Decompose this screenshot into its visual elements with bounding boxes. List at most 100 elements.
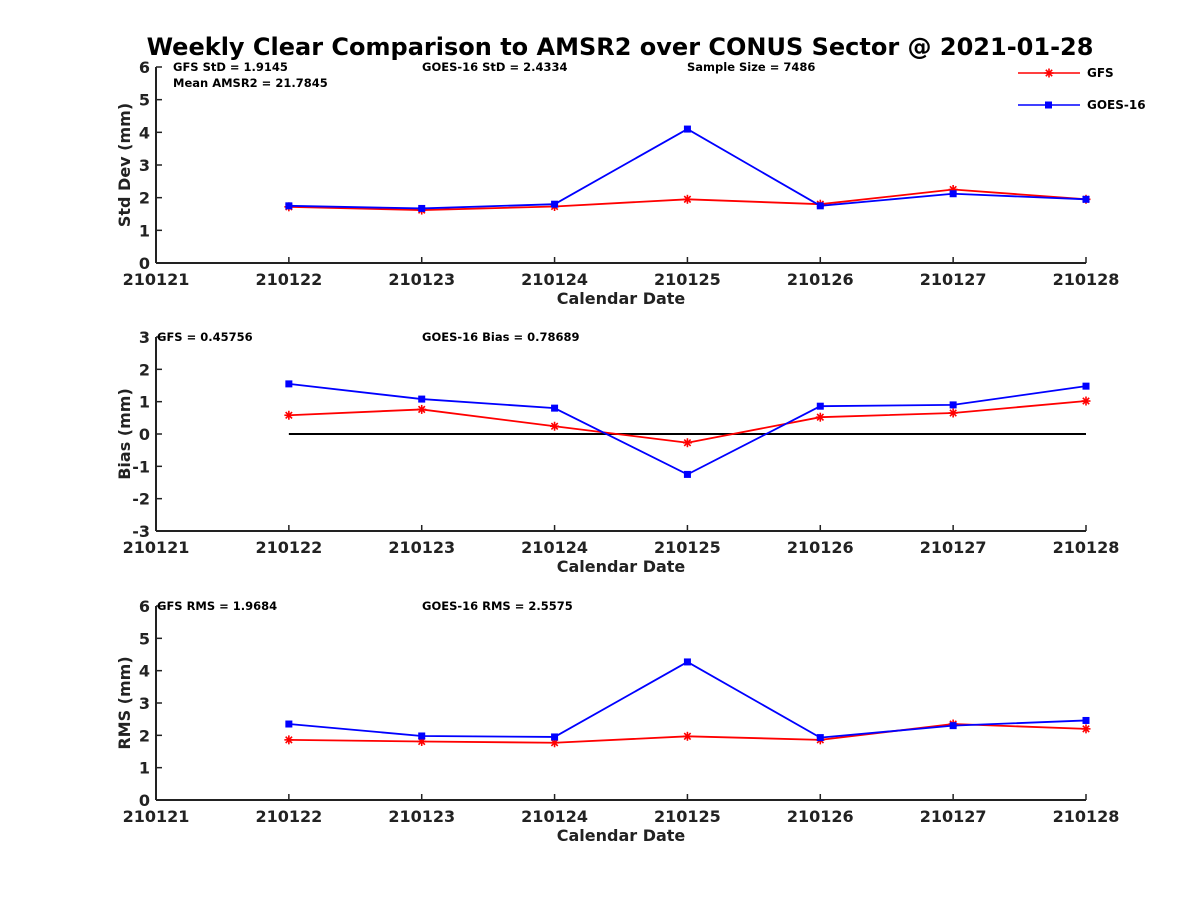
bias-y-axis-label: Bias (mm) [115,388,134,480]
stddev-x-tick-label: 210123 [388,270,455,289]
bias-goes16-point [949,401,957,409]
rms-y-tick-label: 5 [139,629,150,648]
rms-y-tick-label: 4 [139,662,150,681]
bias-goes16-point [418,395,426,403]
bias-x-axis-label: Calendar Date [557,557,686,576]
rms-y-axis-label: RMS (mm) [115,656,134,749]
rms-y-tick-label: 3 [139,694,150,713]
rms-panel: 0 1 2 3 4 5 6 210121 210122 210123 210124 210125 210… [115,597,1119,845]
legend-goes16-label: GOES-16 [1087,98,1146,112]
bias-gfs-point-stroke-3 [683,438,692,447]
stddev-x-tick-label: 210127 [920,270,987,289]
stddev-gfs-point [682,194,692,204]
stddev-y-tick-label: 2 [139,189,150,208]
bias-panel: -3 -2 -1 0 1 2 3 210121 210122 210123 210124 210125… [115,328,1119,576]
bias-goes16-point [1082,382,1090,390]
bias-y-tick-label: 2 [139,360,150,379]
stddev-y-tick-label: 5 [139,91,150,110]
bias-gfs-point [682,438,692,448]
bias-gfs-point [417,404,427,414]
rms-y-tick-label: 1 [139,759,150,778]
legend: GFS GOES-16 [1018,66,1146,112]
stddev-x-axis-label: Calendar Date [557,289,686,308]
stddev-goes16-point [949,190,957,198]
stddev-goes16-point [418,204,426,212]
bias-y-tick-label: -2 [132,490,150,509]
rms-x-tick-label: 210125 [654,807,721,826]
stddev-y-tick-label: 3 [139,156,150,175]
bias-y-tick-label: 0 [139,425,150,444]
legend-gfs-asterisk [1044,68,1054,78]
stddev-x-tick-label: 210121 [123,270,190,289]
bias-x-tick-label: 210123 [388,538,455,557]
bias-x-tick-label: 210126 [787,538,854,557]
bias-gfs-point [815,412,825,422]
stddev-goes16-point [551,200,559,208]
stddev-annotation: GOES-16 StD = 2.4334 [422,60,567,74]
rms-x-axis-label: Calendar Date [557,826,686,845]
stddev-x-tick-label: 210124 [521,270,588,289]
bias-x-tick-label: 210128 [1053,538,1120,557]
stddev-y-tick-label: 4 [139,123,150,142]
bias-gfs-point [550,421,560,431]
rms-gfs-point-stroke-3 [550,739,559,747]
bias-gfs-point [948,408,958,418]
rms-goes16-point [816,734,824,742]
bias-x-tick-label: 210125 [654,538,721,557]
rms-gfs-point [284,735,294,745]
rms-gfs-point [682,731,692,741]
bias-gfs-point-stroke-3 [1082,397,1090,405]
rms-y-tick-label: 6 [139,597,150,616]
stddev-y-tick-label: 1 [139,221,150,240]
bias-gfs-point [284,410,294,420]
stddev-goes16-point [683,125,691,133]
bias-gfs-point-stroke-3 [949,409,957,417]
bias-x-tick-label: 210122 [255,538,322,557]
bias-x-tick-label: 210127 [920,538,987,557]
legend-gfs-asterisk-stroke-3 [1045,69,1053,77]
stddev-x-tick-label: 210128 [1053,270,1120,289]
rms-annotation: GFS RMS = 1.9684 [157,599,277,613]
stddev-annotation: Sample Size = 7486 [687,60,815,74]
bias-x-tick-label: 210124 [521,538,588,557]
stddev-goes16-point [1082,195,1090,203]
rms-gfs-point-stroke-3 [285,736,293,744]
bias-y-tick-label: 3 [139,328,150,347]
rms-goes16-point [285,720,293,728]
bias-gfs-point-stroke-3 [816,413,825,421]
rms-goes16-point [1082,716,1090,724]
rms-goes16-point [683,658,691,666]
rms-x-tick-label: 210128 [1053,807,1120,826]
stddev-gfs-point-stroke-3 [683,195,692,204]
rms-y-tick-label: 2 [139,726,150,745]
stddev-goes16-point [285,202,293,210]
stddev-x-tick-label: 210125 [654,270,721,289]
rms-gfs-point-stroke-3 [683,732,692,741]
rms-goes16-point [418,732,426,740]
stddev-annotation: GFS StD = 1.9145 [173,60,288,74]
rms-gfs-point-stroke-3 [1082,725,1090,733]
legend-gfs-label: GFS [1087,66,1114,80]
rms-x-tick-label: 210127 [920,807,987,826]
bias-goes16-point [816,402,824,410]
rms-x-tick-label: 210126 [787,807,854,826]
rms-y-tick-label: 0 [139,791,150,810]
rms-x-tick-label: 210122 [255,807,322,826]
rms-x-tick-label: 210121 [123,807,190,826]
bias-goes16-point [551,404,559,412]
stddev-y-tick-label: 0 [139,254,150,273]
bias-gfs-point-stroke-3 [417,405,426,414]
bias-y-tick-label: 1 [139,393,150,412]
stddev-x-tick-label: 210122 [255,270,322,289]
bias-gfs-point-stroke-3 [550,422,559,431]
bias-annotation: GFS = 0.45756 [157,330,253,344]
bias-gfs-point-stroke-3 [285,411,293,420]
bias-y-tick-label: -3 [132,522,150,541]
stddev-annotation: Mean AMSR2 = 21.7845 [173,76,328,90]
stddev-y-tick-label: 6 [139,58,150,77]
bias-goes16-point [683,470,691,478]
stddev-goes16-point [816,202,824,210]
rms-goes16-point [949,722,957,730]
